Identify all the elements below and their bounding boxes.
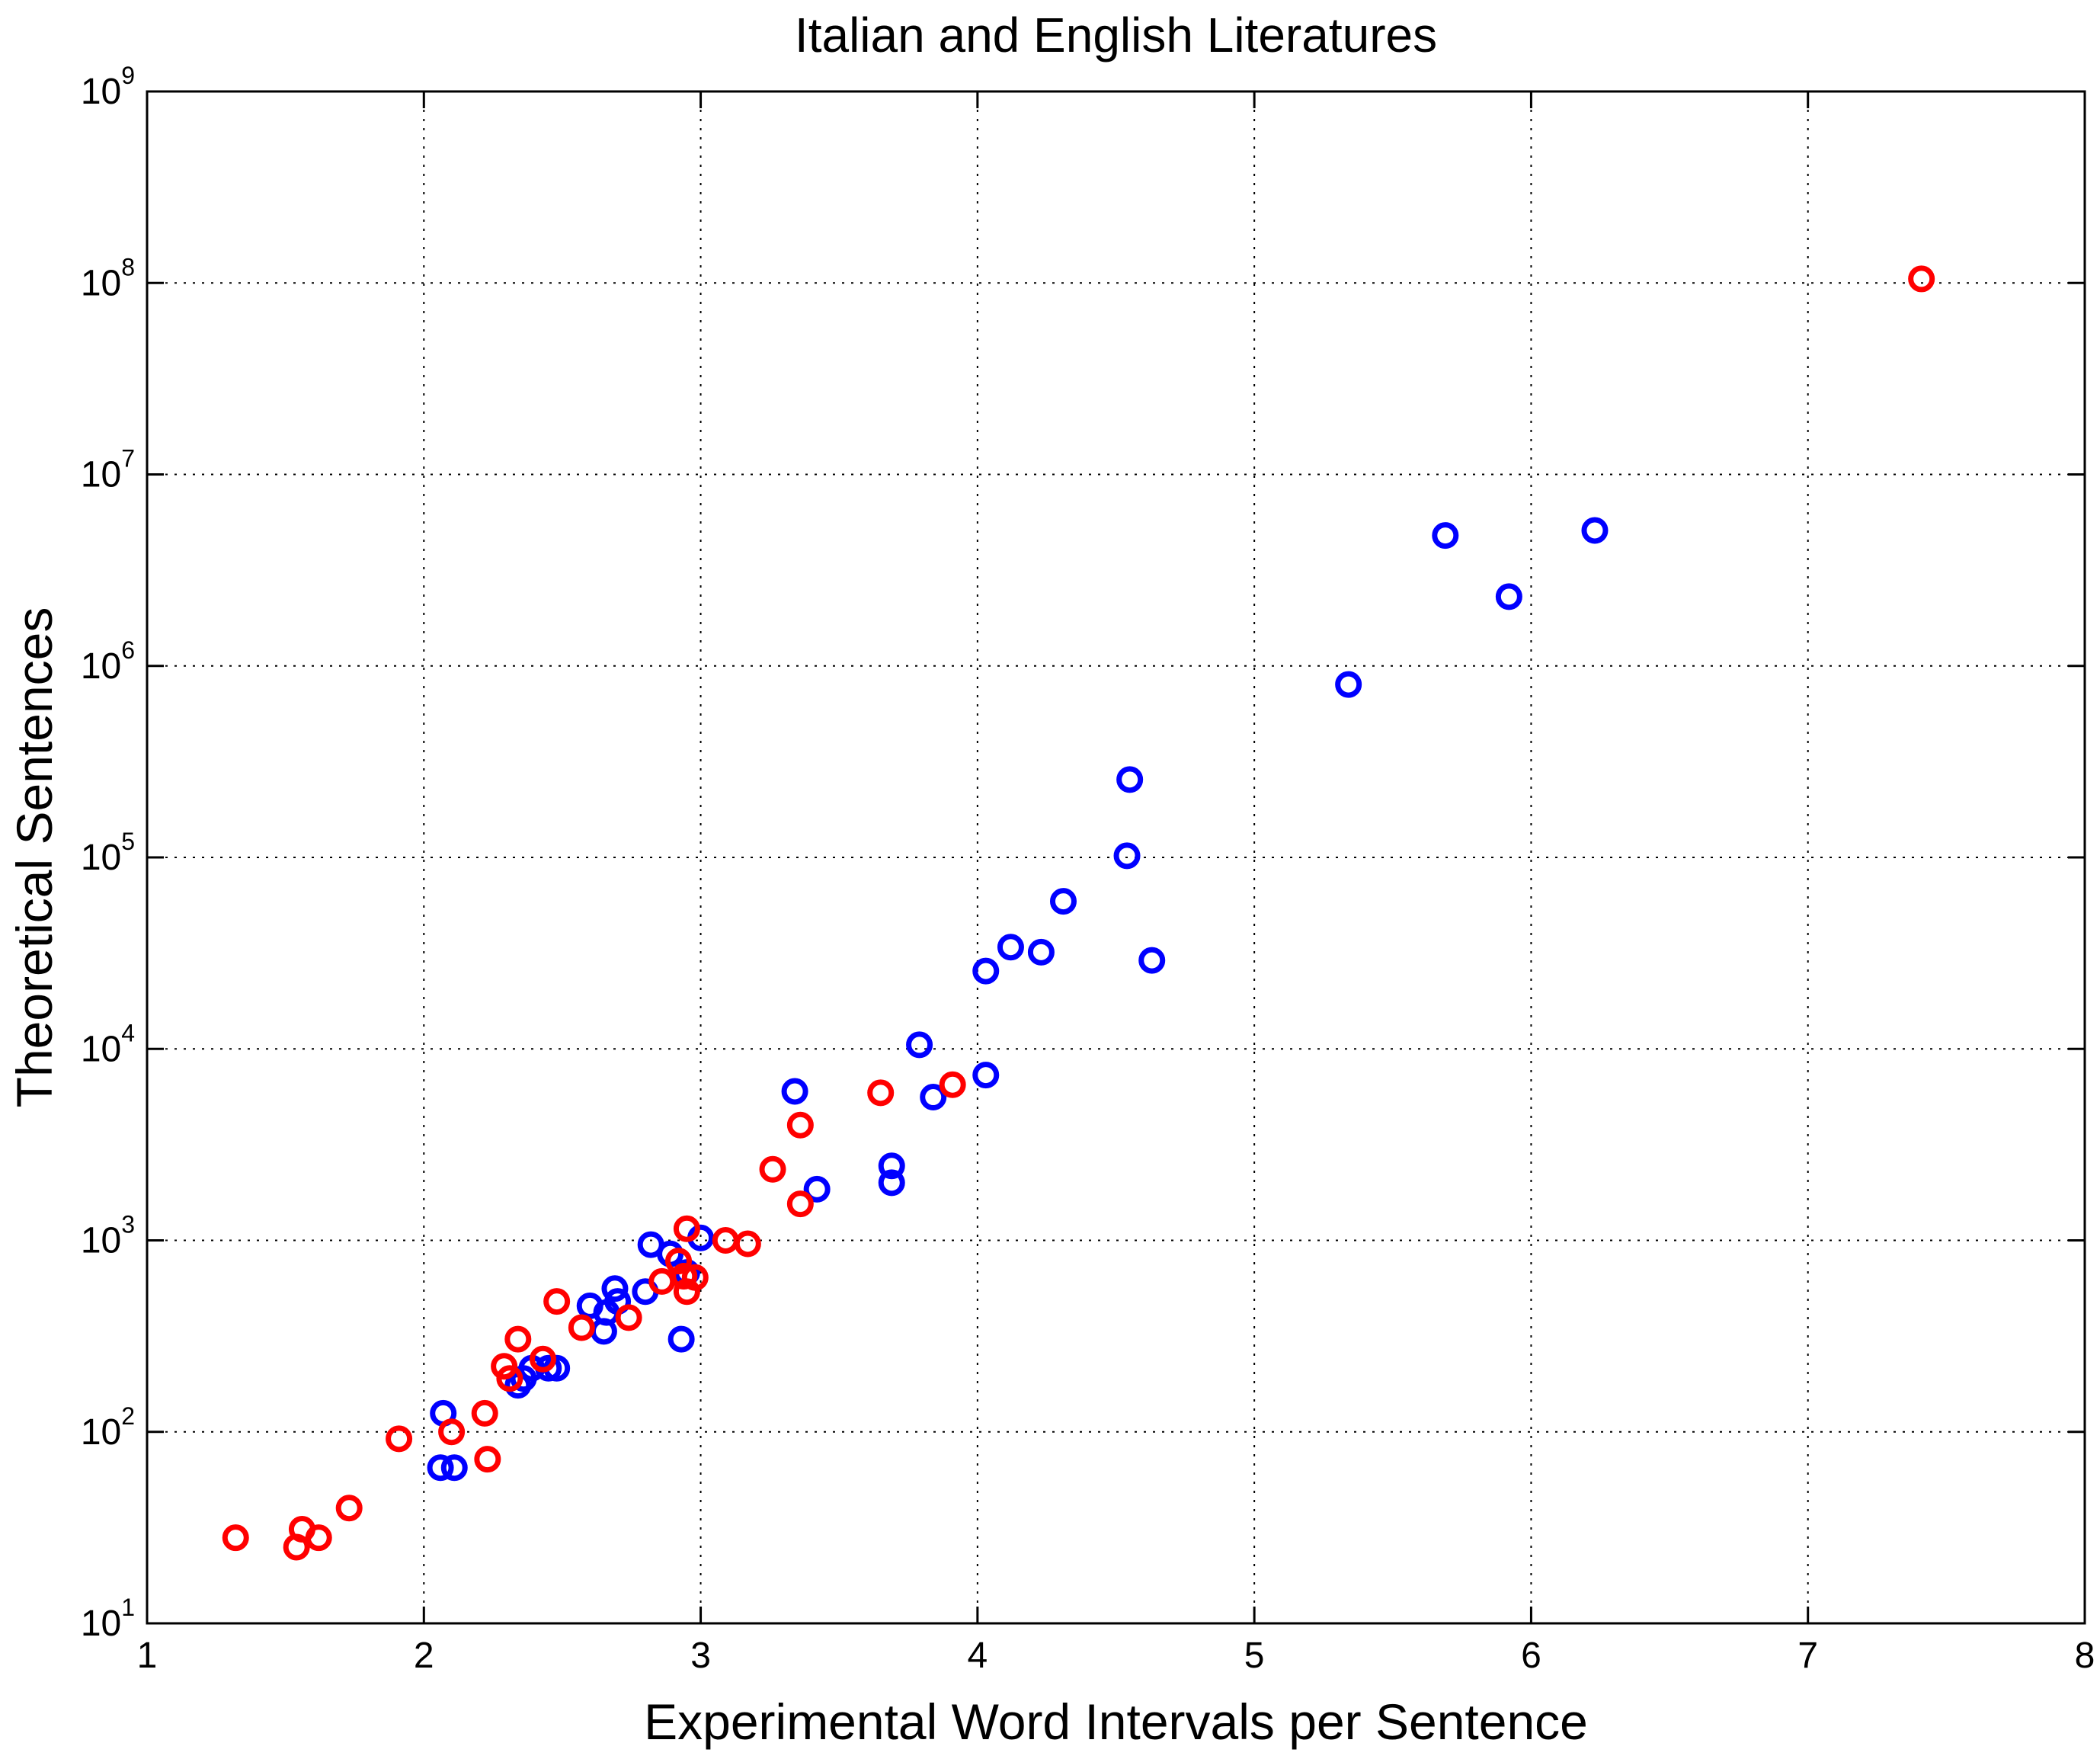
data-point [305,1524,332,1552]
data-point [1495,583,1522,610]
x-tick-label: 2 [414,1636,434,1676]
data-point [529,1345,556,1373]
data-point [681,1264,709,1291]
data-point [1116,766,1144,793]
data-point [786,1190,814,1218]
data-point [1049,888,1077,915]
data-point [222,1524,249,1552]
data-point [440,1454,468,1482]
data-point [665,1248,693,1275]
data-point [474,1446,501,1473]
data-point [335,1495,363,1522]
data-point [786,1111,814,1139]
x-tick-labels: 1 2 3 4 5 6 7 8 [137,1636,2095,1676]
data-point [906,1031,933,1059]
data-point [671,1263,698,1290]
data-points [222,265,1935,1561]
y-axis-label: Theoretical Sentences [6,607,62,1108]
x-tick-label: 4 [968,1636,988,1676]
data-point [1432,522,1459,549]
data-point [803,1175,831,1203]
x-tick-label: 3 [690,1636,711,1676]
x-tick-label: 7 [1797,1636,1818,1676]
x-tick-label: 6 [1521,1636,1541,1676]
x-tick-label: 5 [1244,1636,1265,1676]
data-point [972,957,1000,985]
data-point [543,1288,571,1315]
data-point [667,1325,695,1353]
data-point [867,1079,895,1107]
data-point [997,934,1024,961]
data-point [673,1215,700,1242]
data-point [386,1425,413,1453]
data-point [1335,671,1362,698]
data-point [1113,842,1141,870]
data-point [1027,938,1055,966]
data-point [496,1365,523,1392]
axis-ticks [146,90,2086,1625]
data-point [939,1071,966,1098]
x-tick-label: 8 [2075,1636,2095,1676]
chart-title: Italian and English Literatures [795,8,1437,62]
x-axis-label: Experimental Word Intervals per Sentence [644,1693,1588,1750]
data-point [568,1314,595,1341]
x-tick-label: 1 [137,1636,158,1676]
series-2 [222,265,1935,1561]
data-point [734,1230,761,1258]
data-point [972,1062,1000,1089]
data-point [601,1275,629,1302]
data-point [920,1084,947,1111]
data-point [438,1418,466,1446]
data-point [471,1399,498,1427]
data-point [878,1169,905,1197]
data-point [781,1078,808,1105]
data-point [427,1454,454,1482]
data-point [759,1155,786,1183]
data-point [1581,517,1609,544]
data-point [1908,265,1935,293]
data-point [878,1152,905,1180]
data-point [1138,947,1166,974]
data-point [504,1325,532,1353]
data-point [615,1304,642,1331]
